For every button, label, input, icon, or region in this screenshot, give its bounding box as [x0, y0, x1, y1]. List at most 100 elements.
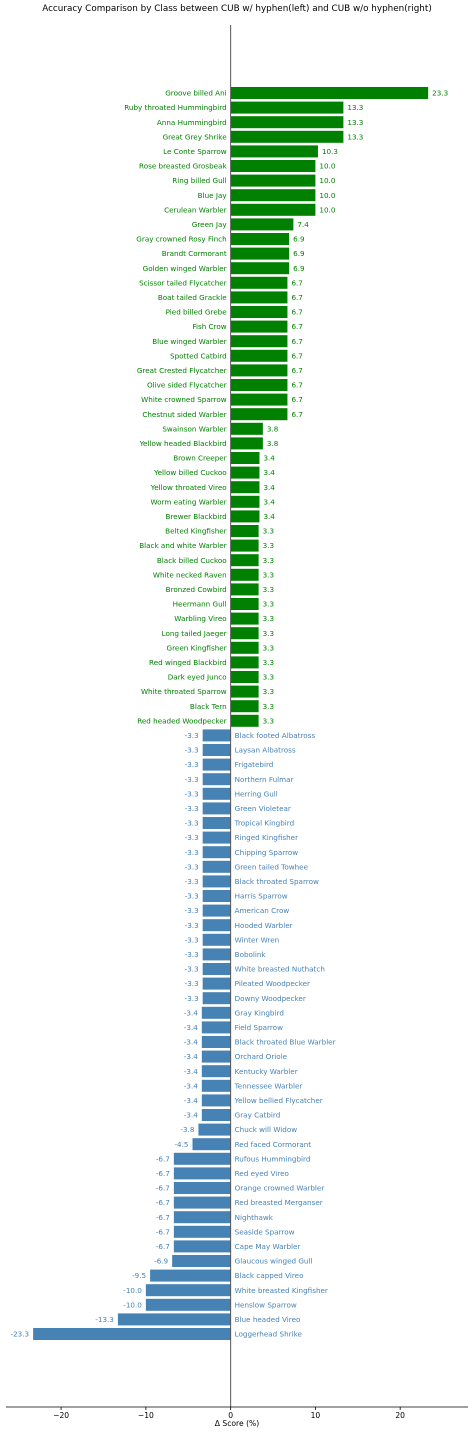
- value-label: -3.3: [185, 906, 199, 915]
- bar-negative: [117, 1313, 231, 1326]
- value-label: 3.4: [263, 454, 275, 463]
- category-label: Olive sided Flycatcher: [147, 381, 227, 390]
- category-label: Laysan Albatross: [235, 746, 296, 755]
- category-label: Red breasted Merganser: [235, 1198, 323, 1207]
- category-label: Warbling Vireo: [174, 614, 226, 623]
- value-label: -10.0: [123, 1300, 142, 1309]
- category-label: Bronzed Cowbird: [166, 585, 227, 594]
- bar-negative: [201, 1079, 231, 1092]
- category-label: Nighthawk: [235, 1213, 274, 1222]
- bar-positive: [230, 335, 288, 348]
- category-label: Kentucky Warbler: [235, 1067, 298, 1076]
- category-label: Black Tern: [190, 702, 227, 711]
- bar-positive: [230, 174, 316, 187]
- category-label: White throated Sparrow: [141, 687, 227, 696]
- bar-negative: [202, 977, 231, 990]
- category-label: Frigatebird: [235, 760, 274, 769]
- x-tick-label: −20: [53, 1411, 69, 1420]
- bar-negative: [192, 1138, 231, 1151]
- category-label: Green Violetear: [235, 804, 291, 813]
- category-label: Black footed Albatross: [235, 731, 316, 740]
- labels-group: Groove billed Ani 23.3 Ruby throated Hummi…: [11, 89, 449, 1339]
- value-label: -6.7: [156, 1213, 170, 1222]
- value-label: 6.9: [293, 249, 305, 258]
- category-label: Swainson Warbler: [162, 424, 226, 433]
- category-label: Red eyed Vireo: [235, 1169, 289, 1178]
- value-label: 6.7: [291, 381, 302, 390]
- bar-negative: [173, 1196, 231, 1209]
- bar-negative: [202, 919, 231, 932]
- bar-negative: [202, 802, 231, 815]
- value-label: 3.3: [263, 658, 274, 667]
- category-label: Rose breasted Grosbeak: [139, 162, 227, 171]
- value-label: -6.7: [156, 1169, 170, 1178]
- category-label: White necked Raven: [153, 570, 227, 579]
- category-label: Harris Sparrow: [235, 892, 288, 901]
- value-label: -3.4: [184, 1038, 198, 1047]
- bar-positive: [230, 160, 316, 172]
- bar-negative: [202, 933, 231, 946]
- value-label: 10.0: [319, 191, 335, 200]
- category-label: Black billed Cuckoo: [157, 556, 227, 565]
- bar-negative: [202, 758, 231, 771]
- category-label: Ring billed Gull: [172, 176, 226, 185]
- category-label: Red winged Blackbird: [149, 658, 227, 667]
- category-label: Tennessee Warbler: [234, 1081, 303, 1090]
- value-label: -3.3: [185, 789, 199, 798]
- category-label: Le Conte Sparrow: [163, 147, 227, 156]
- bar-negative: [201, 1065, 231, 1078]
- value-label: 3.4: [263, 512, 275, 521]
- bar-positive: [230, 130, 344, 143]
- category-label: Gray Catbird: [235, 1111, 281, 1120]
- bar-positive: [230, 233, 290, 245]
- category-label: Green tailed Towhee: [235, 862, 309, 871]
- value-label: -6.7: [156, 1184, 170, 1193]
- category-label: Brown Creeper: [173, 454, 226, 463]
- bar-positive: [230, 495, 260, 508]
- bar-positive: [230, 116, 344, 129]
- value-label: -3.4: [184, 1067, 198, 1076]
- bar-negative: [145, 1284, 231, 1297]
- value-label: 3.3: [263, 556, 274, 565]
- bar-positive: [230, 700, 259, 713]
- value-label: 3.4: [263, 468, 275, 477]
- category-label: Black throated Sparrow: [235, 877, 319, 886]
- category-label: Spotted Catbird: [170, 351, 227, 360]
- value-label: 6.7: [291, 351, 302, 360]
- category-label: Anna Hummingbird: [157, 118, 227, 127]
- category-label: Belted Kingfisher: [165, 527, 227, 536]
- value-label: 10.0: [319, 176, 335, 185]
- category-label: Rufous Hummingbird: [235, 1154, 311, 1163]
- category-label: Green Kingfisher: [167, 643, 227, 652]
- value-label: -3.3: [185, 775, 199, 784]
- value-label: -6.7: [156, 1242, 170, 1251]
- value-label: 3.3: [263, 585, 274, 594]
- bar-positive: [230, 481, 260, 494]
- value-label: -3.3: [185, 848, 199, 857]
- bar-negative: [202, 860, 231, 873]
- bar-negative: [202, 890, 231, 902]
- category-label: Winter Wren: [235, 935, 280, 944]
- bar-negative: [202, 744, 231, 756]
- x-tick-label: 0: [228, 1411, 233, 1420]
- category-label: Orange crowned Warbler: [235, 1184, 325, 1193]
- value-label: -3.3: [185, 994, 199, 1003]
- category-label: White breasted Kingfisher: [235, 1286, 328, 1295]
- bar-negative: [202, 773, 231, 786]
- bar-positive: [230, 671, 259, 683]
- value-label: -3.3: [185, 760, 199, 769]
- bar-negative: [201, 1036, 231, 1048]
- value-label: -9.5: [132, 1271, 146, 1280]
- value-label: 6.7: [291, 395, 302, 404]
- category-label: Yellow throated Vireo: [150, 483, 227, 492]
- bar-positive: [230, 320, 288, 333]
- category-label: Field Sparrow: [235, 1023, 283, 1032]
- category-label: White crowned Sparrow: [141, 395, 227, 404]
- bar-negative: [33, 1328, 231, 1340]
- value-label: 13.3: [347, 132, 363, 141]
- value-label: 6.7: [291, 293, 302, 302]
- value-label: -3.3: [185, 979, 199, 988]
- bar-negative: [202, 948, 231, 961]
- category-label: Yellow headed Blackbird: [139, 439, 227, 448]
- bar-negative: [150, 1269, 231, 1282]
